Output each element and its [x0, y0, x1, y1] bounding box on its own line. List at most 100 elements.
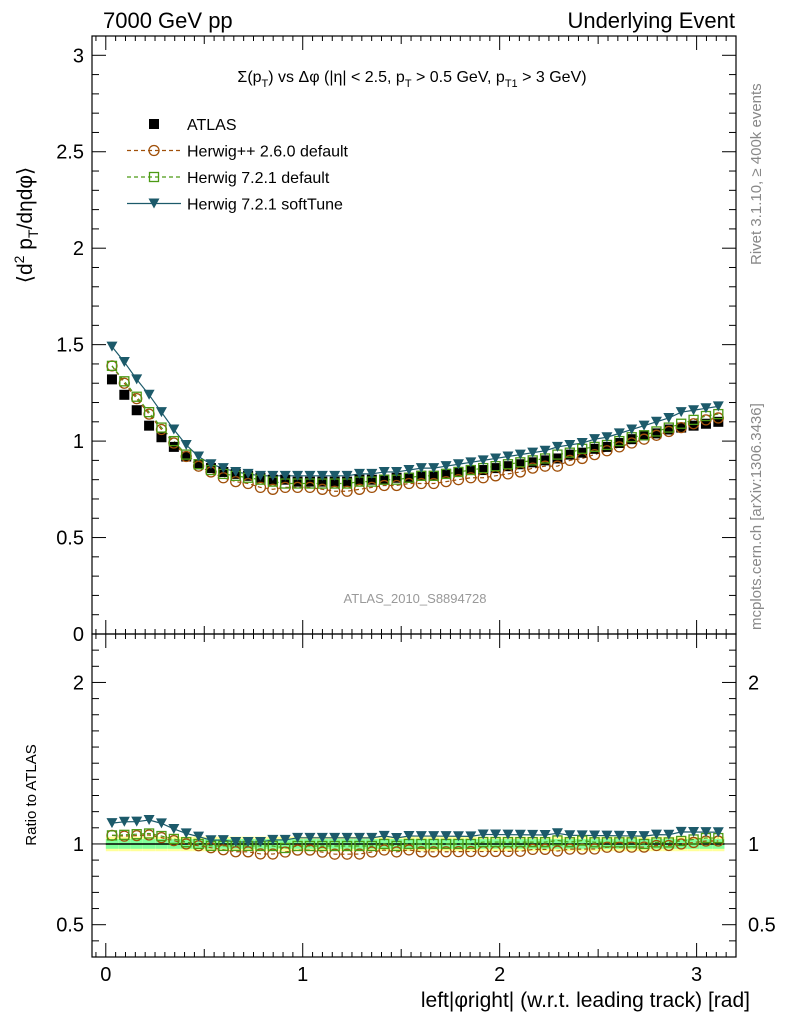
ratio-point-softtune: [242, 836, 254, 847]
point-herwigpp: [316, 483, 328, 495]
series-line-softtune: [111, 346, 719, 477]
ratio-point-softtune: [502, 829, 514, 840]
point-herwigpp: [601, 445, 613, 457]
point-softtune: [626, 424, 638, 435]
legend: ATLAS Herwig++ 2.6.0 default Herwig 7.2.1 …: [127, 117, 349, 214]
ratio-point-herwig721: [156, 830, 167, 842]
ratio-point-softtune: [143, 815, 155, 826]
side-label-bottom: mcplots.cern.ch [arXiv:1306.3436]: [748, 403, 765, 630]
main-plot: 0 0.5 1 1.5 2 2.5 3: [56, 35, 737, 646]
watermark: ATLAS_2010_S8894728: [344, 591, 487, 606]
x-tick-label: 0: [100, 964, 111, 986]
legend-item-softtune: Herwig 7.2.1 softTune: [127, 197, 343, 214]
x-tick-label: 3: [691, 964, 702, 986]
point-herwigpp: [551, 460, 564, 472]
point-atlas: [416, 470, 427, 481]
ratio-point-softtune: [589, 830, 601, 841]
point-herwig721: [106, 360, 118, 372]
point-herwig721: [168, 435, 179, 447]
ylabel-part-b: p: [14, 238, 37, 256]
ratio-point-herwig721: [106, 830, 118, 841]
title-sub-2: T: [405, 78, 412, 90]
point-atlas: [700, 418, 711, 429]
point-softtune: [601, 432, 613, 443]
point-atlas: [354, 474, 365, 485]
point-atlas: [589, 443, 600, 454]
ratio-point-softtune: [663, 829, 675, 840]
ratio-point-softtune: [279, 834, 291, 845]
ratio-point-softtune: [465, 831, 477, 842]
point-herwigpp: [440, 475, 452, 488]
point-softtune: [118, 357, 130, 368]
point-softtune: [452, 459, 464, 470]
point-atlas: [304, 476, 315, 487]
point-herwig721: [156, 422, 167, 433]
point-atlas: [601, 441, 612, 452]
ratio-point-herwigpp: [440, 846, 452, 858]
point-herwigpp: [353, 483, 366, 495]
ratio-point-softtune: [564, 830, 576, 841]
point-atlas: [131, 405, 142, 416]
y-tick-label: 2: [73, 238, 84, 260]
ratio-point-herwigpp: [366, 846, 378, 858]
point-atlas: [181, 451, 192, 462]
point-herwigpp: [465, 472, 477, 484]
point-herwigpp: [390, 479, 403, 492]
point-softtune: [576, 438, 588, 449]
point-herwigpp: [143, 408, 155, 420]
legend-item-herwig721: Herwig 7.2.1 default: [127, 170, 330, 187]
point-softtune: [514, 449, 526, 460]
ylabel-sup: 2: [11, 255, 27, 263]
point-softtune: [428, 463, 440, 474]
point-softtune: [366, 468, 378, 479]
point-herwig721: [131, 391, 142, 402]
legend-marker: [149, 119, 159, 129]
ratio-point-softtune: [638, 831, 650, 842]
point-atlas: [106, 374, 117, 385]
point-softtune: [378, 466, 390, 477]
point-atlas: [527, 457, 538, 468]
point-atlas: [490, 463, 501, 474]
ratio-plot-frame: [91, 633, 737, 958]
ratio-y-tick-label-right: 2: [748, 672, 759, 694]
point-softtune: [589, 434, 601, 445]
point-softtune: [688, 405, 700, 416]
point-softtune: [292, 470, 304, 481]
ratio-point-herwigpp: [403, 844, 415, 856]
ratio-point-softtune: [292, 832, 304, 843]
ratio-point-softtune: [613, 830, 625, 841]
header-left: 7000 GeV pp: [103, 8, 233, 33]
ratio-point-herwigpp: [341, 848, 353, 860]
point-atlas: [403, 472, 414, 483]
point-herwig721: [119, 376, 130, 387]
point-herwigpp: [341, 485, 353, 497]
ratio-point-softtune: [626, 830, 638, 841]
point-herwigpp: [626, 437, 638, 449]
point-softtune: [205, 459, 217, 470]
ratio-y-axis-label: Ratio to ATLAS: [23, 744, 40, 845]
ratio-point-softtune: [118, 816, 130, 827]
point-softtune: [279, 470, 291, 481]
point-softtune: [638, 420, 650, 431]
point-softtune: [267, 470, 279, 481]
point-softtune: [168, 424, 180, 435]
title-part-d: > 3 GeV): [518, 69, 587, 86]
ratio-point-softtune: [366, 832, 378, 843]
ratio-y-tick-label-left: 2: [73, 672, 84, 694]
ratio-point-softtune: [428, 831, 440, 842]
point-atlas: [366, 474, 377, 485]
ratio-point-softtune: [688, 826, 700, 837]
ratio-point-softtune: [539, 829, 551, 840]
point-herwig721: [143, 407, 155, 418]
point-herwig721: [688, 414, 699, 426]
ratio-point-softtune: [106, 818, 118, 829]
ratio-point-softtune: [712, 827, 724, 838]
plot-title: Σ(pT) vs Δφ (|η| < 2.5, pT > 0.5 GeV, pT…: [237, 69, 586, 90]
point-herwigpp: [267, 483, 279, 495]
point-herwig721: [676, 418, 687, 429]
ratio-y-tick-label-left: 1: [73, 834, 84, 856]
point-herwigpp: [254, 481, 267, 494]
ratio-point-herwigpp: [378, 844, 390, 856]
ratio-point-softtune: [217, 835, 229, 846]
